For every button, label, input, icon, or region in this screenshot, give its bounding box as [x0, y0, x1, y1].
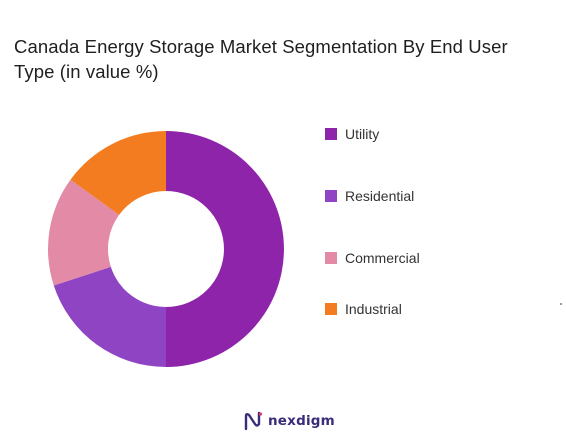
legend-swatch [325, 303, 337, 315]
chart-legend: Utility Residential Commercial Industrial [325, 122, 525, 332]
legend-item-utility: Utility [325, 124, 379, 144]
donut-slice-utility [166, 131, 284, 367]
legend-swatch [325, 252, 337, 264]
legend-swatch [325, 128, 337, 140]
donut-slice-residential [53, 266, 166, 367]
legend-item-commercial: Commercial [325, 248, 420, 268]
legend-label: Commercial [345, 250, 420, 266]
donut-slice-commercial [48, 179, 120, 286]
legend-swatch [325, 190, 337, 202]
brand-footer: nexdigm [243, 408, 335, 434]
legend-item-industrial: Industrial [325, 299, 402, 319]
donut-slice-industrial [70, 131, 166, 215]
edge-tick-mark [560, 303, 562, 305]
legend-item-residential: Residential [325, 186, 414, 206]
legend-label: Residential [345, 188, 415, 204]
nexdigm-logo-icon [244, 411, 263, 431]
legend-label: Utility [345, 126, 380, 142]
chart-title: Canada Energy Storage Market Segmentatio… [14, 36, 508, 82]
brand-name: nexdigm [268, 413, 335, 429]
legend-label: Industrial [345, 301, 402, 317]
